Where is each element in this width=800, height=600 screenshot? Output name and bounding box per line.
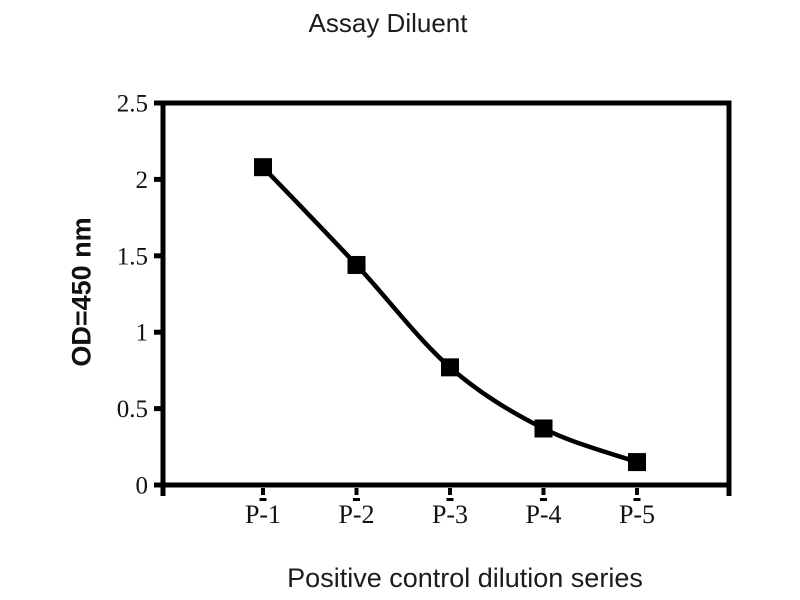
y-tick-label: 2.5	[117, 91, 148, 118]
data-point-P-1	[254, 158, 272, 177]
x-tick-minor-dash	[633, 498, 641, 501]
x-tick-label: P-5	[619, 500, 655, 529]
series-line	[261, 165, 638, 465]
y-tick-label: 0	[136, 473, 149, 500]
data-point-P-5	[628, 453, 646, 472]
y-tick-label: 0.5	[117, 396, 148, 423]
data-point-P-4	[534, 419, 553, 438]
x-tick-minor-dash	[446, 498, 454, 501]
x-axis-label: Positive control dilution series	[287, 563, 643, 593]
y-axis-label: OD=450 nm	[66, 217, 97, 367]
y-tick-label: 1	[136, 320, 149, 347]
x-tick-label: P-4	[525, 500, 561, 529]
x-tick-label: P-3	[432, 500, 468, 529]
chart-title: Assay Diluent	[308, 8, 468, 38]
x-tick-minor-dash	[540, 498, 547, 501]
x-tick-minor-dash	[353, 498, 360, 501]
y-tick-label: 1.5	[117, 243, 148, 270]
y-tick-label: 2	[136, 167, 149, 194]
x-tick-minor-dash	[259, 498, 267, 501]
x-tick-label: P-2	[338, 500, 374, 529]
plot-frame	[160, 100, 732, 488]
data-point-P-3	[441, 358, 459, 377]
x-tick-label: P-1	[245, 500, 281, 529]
data-point-P-2	[347, 255, 366, 274]
